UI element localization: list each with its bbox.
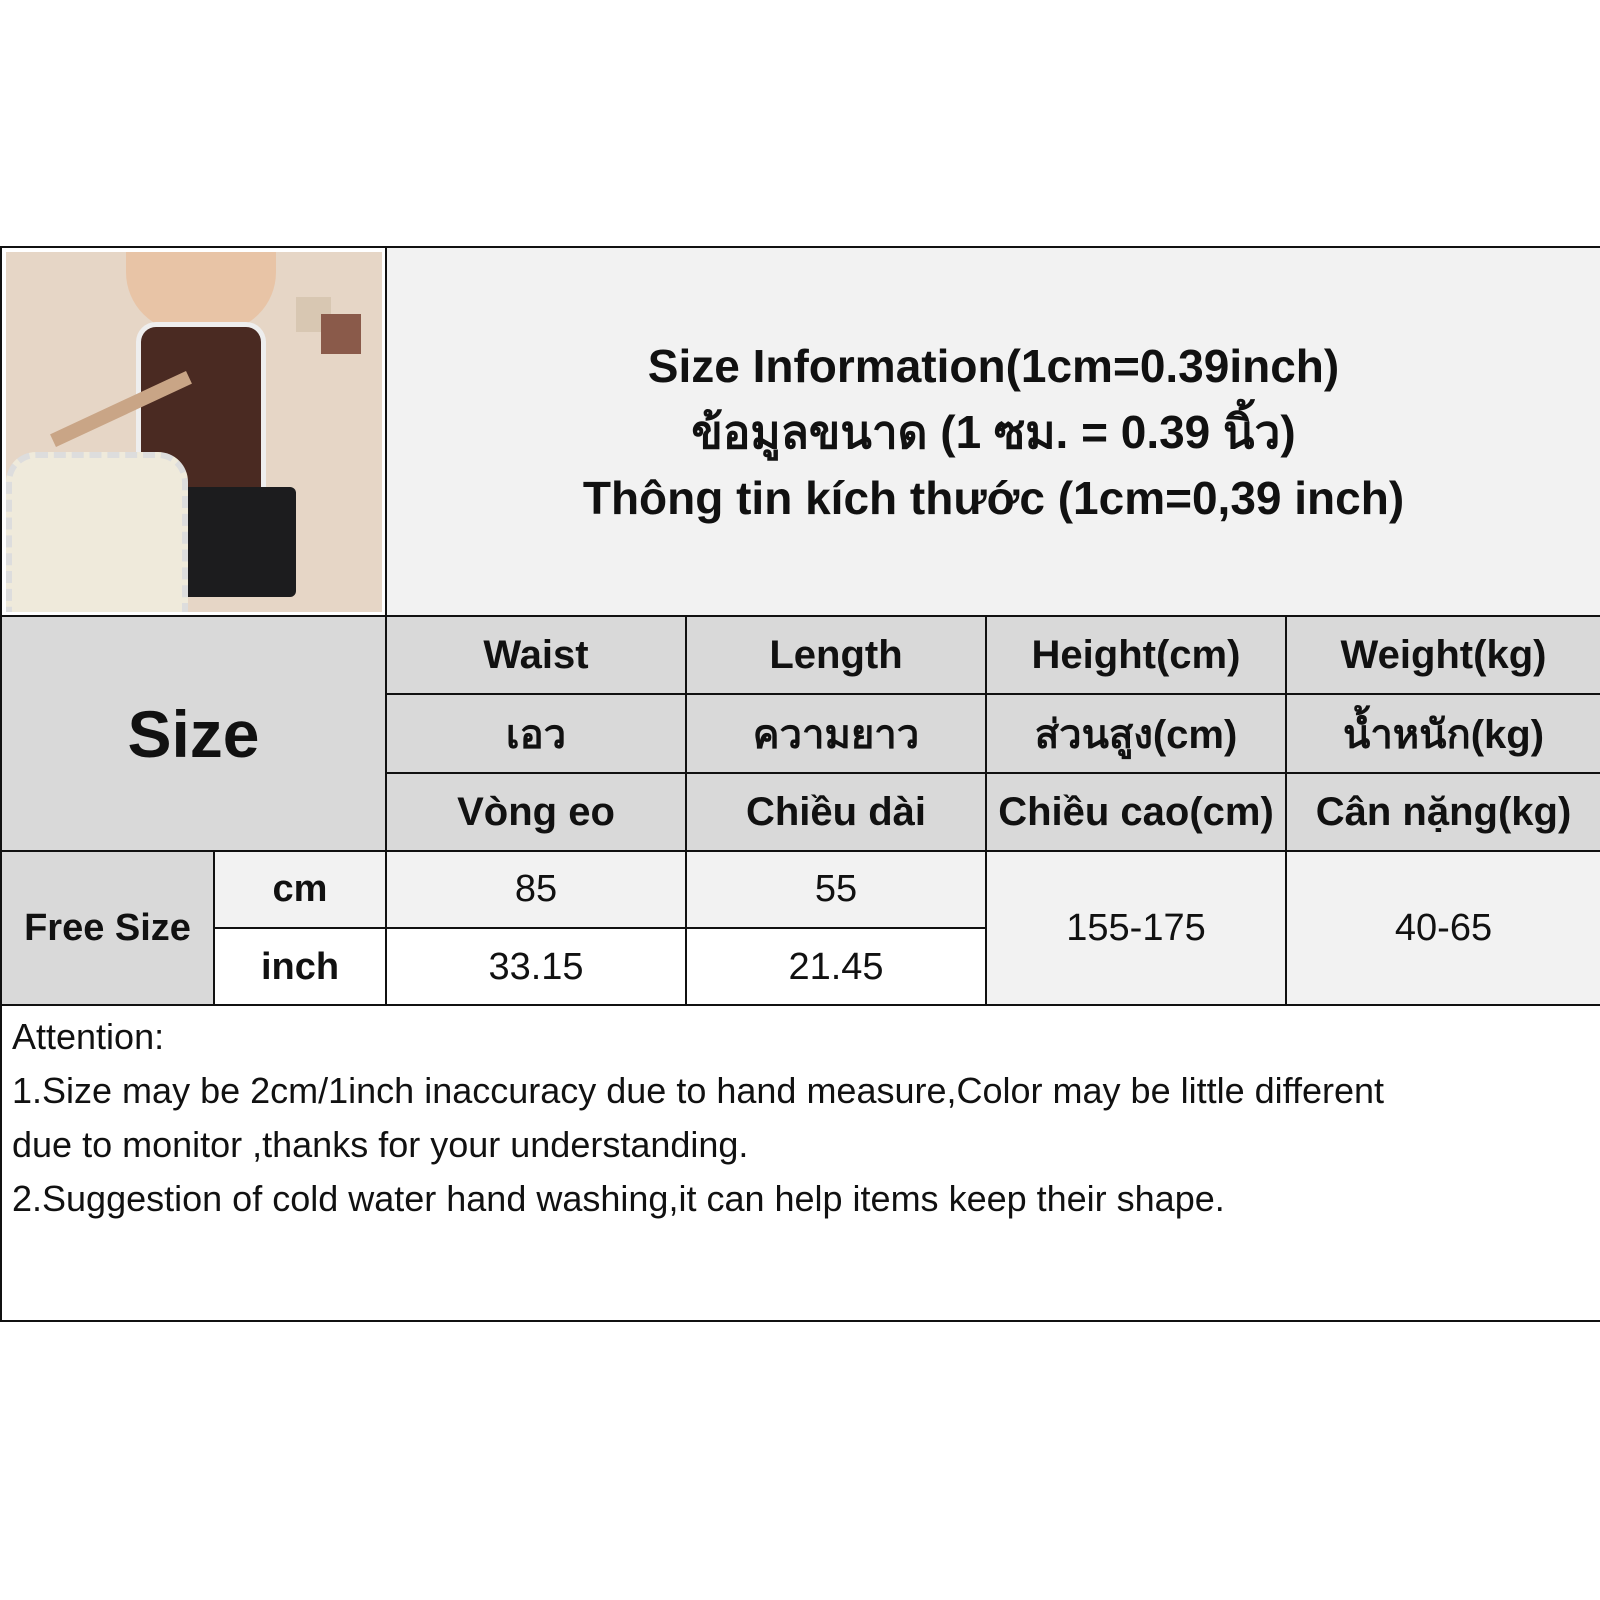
header-length-th: ความยาว: [685, 693, 987, 774]
header-weight-en: Weight(kg): [1285, 615, 1600, 695]
size-information-title: Size Information(1cm=0.39inch) ข้อมูลขนา…: [385, 246, 1600, 617]
header-height-th: ส่วนสูง(cm): [985, 693, 1287, 774]
size-header: Size: [0, 615, 387, 852]
header-waist-th: เอว: [385, 693, 687, 774]
header-weight-vi: Cân nặng(kg): [1285, 772, 1600, 852]
height-range: 155-175: [985, 850, 1287, 1007]
attention-note-1-continued: due to monitor ,thanks for your understa…: [12, 1124, 749, 1165]
unit-cm: cm: [213, 850, 387, 929]
product-photo: [6, 252, 382, 612]
waist-inch: 33.15: [385, 927, 687, 1007]
waist-cm: 85: [385, 850, 687, 929]
size-name: Free Size: [0, 850, 215, 1007]
attention-note-2: 2.Suggestion of cold water hand washing,…: [12, 1178, 1225, 1219]
weight-range: 40-65: [1285, 850, 1600, 1007]
header-weight-th: น้ำหนัก(kg): [1285, 693, 1600, 774]
header-height-en: Height(cm): [985, 615, 1287, 695]
length-cm: 55: [685, 850, 987, 929]
header-waist-vi: Vòng eo: [385, 772, 687, 852]
attention-heading: Attention:: [12, 1016, 165, 1057]
attention-notes: Attention: 1.Size may be 2cm/1inch inacc…: [0, 1004, 1600, 1322]
header-length-en: Length: [685, 615, 987, 695]
title-english: Size Information(1cm=0.39inch): [647, 339, 1340, 392]
header-waist-en: Waist: [385, 615, 687, 695]
unit-inch: inch: [213, 927, 387, 1007]
title-vietnamese: Thông tin kích thước (1cm=0,39 inch): [582, 471, 1405, 524]
header-height-vi: Chiều cao(cm): [985, 772, 1287, 852]
title-thai: ข้อมูลขนาด (1 ซม. = 0.39 นิ้ว): [691, 405, 1296, 458]
header-length-vi: Chiều dài: [685, 772, 987, 852]
length-inch: 21.45: [685, 927, 987, 1007]
attention-note-1: 1.Size may be 2cm/1inch inaccuracy due t…: [12, 1070, 1385, 1111]
